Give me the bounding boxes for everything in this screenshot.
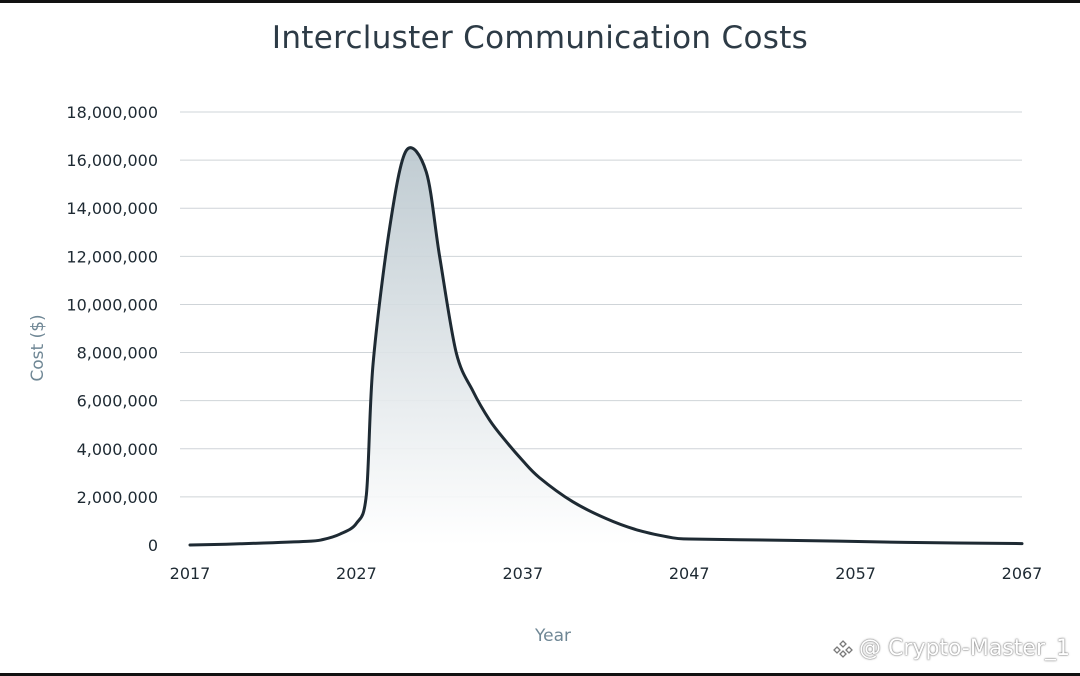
x-tick-label: 2057 xyxy=(835,564,876,583)
x-tick-label: 2047 xyxy=(669,564,710,583)
watermark: @ Crypto-Master_1 xyxy=(833,636,1070,661)
x-tick-label: 2017 xyxy=(170,564,211,583)
x-tick-label: 2037 xyxy=(502,564,543,583)
x-axis-label: Year xyxy=(535,626,571,646)
diamond-logo-icon xyxy=(833,639,853,658)
y-tick-label: 18,000,000 xyxy=(66,103,158,122)
watermark-text: @ Crypto-Master_1 xyxy=(859,636,1070,661)
area-fill xyxy=(190,147,1022,545)
y-tick-label: 16,000,000 xyxy=(66,151,158,170)
y-tick-label: 4,000,000 xyxy=(77,440,158,459)
y-tick-label: 6,000,000 xyxy=(77,392,158,411)
y-tick-label: 2,000,000 xyxy=(77,488,158,507)
y-tick-label: 12,000,000 xyxy=(66,247,158,266)
series-line xyxy=(188,146,1024,547)
y-tick-label: 8,000,000 xyxy=(77,344,158,363)
y-tick-label: 10,000,000 xyxy=(66,295,158,314)
chart-title: Intercluster Communication Costs xyxy=(271,20,809,56)
x-tick-label: 2067 xyxy=(1002,564,1043,583)
x-tick-label: 2027 xyxy=(336,564,377,583)
y-tick-label: 0 xyxy=(148,536,158,555)
y-tick-label: 14,000,000 xyxy=(66,199,158,218)
